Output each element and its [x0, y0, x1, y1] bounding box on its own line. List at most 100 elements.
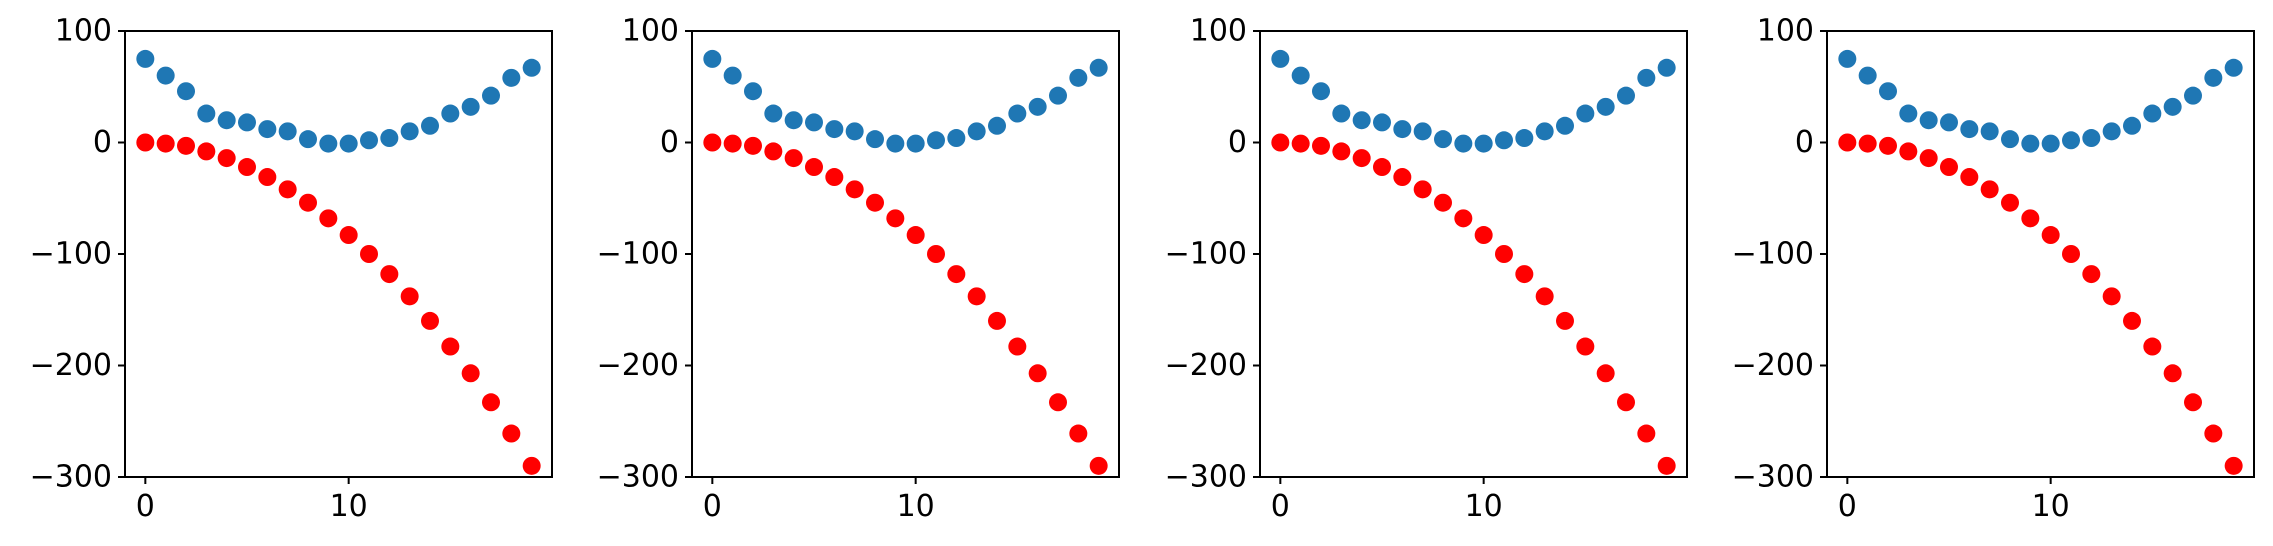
data-point	[1495, 245, 1513, 263]
data-point	[1960, 120, 1979, 139]
data-point	[197, 104, 216, 123]
data-point	[1879, 136, 1897, 155]
data-point	[1657, 58, 1676, 77]
data-point	[1352, 111, 1371, 130]
data-point	[886, 134, 905, 153]
data-point	[703, 133, 722, 152]
data-point	[1838, 49, 1857, 68]
chart-panel-3: 100 0 −100 −200 −300 0 10	[1165, 14, 1688, 524]
data-point	[1291, 66, 1310, 85]
data-point	[441, 104, 460, 123]
data-point	[906, 226, 925, 245]
y-tick-label: −100	[597, 237, 679, 272]
x-tick-label: 10	[2032, 489, 2070, 524]
data-point	[238, 113, 256, 132]
data-point	[947, 265, 966, 284]
data-point	[1434, 130, 1452, 149]
data-point	[1373, 113, 1391, 132]
data-point	[2001, 130, 2019, 149]
data-point	[1393, 120, 1412, 139]
series-2	[1271, 133, 1676, 475]
data-point	[156, 66, 175, 85]
data-point	[2184, 86, 2202, 105]
y-tick-label: −200	[1732, 348, 1814, 383]
y-tick-label: 100	[622, 14, 679, 49]
data-point	[1434, 193, 1452, 212]
data-point	[723, 134, 742, 153]
data-point	[299, 193, 317, 212]
data-point	[2163, 97, 2182, 116]
data-point	[380, 129, 399, 148]
data-point	[1556, 311, 1574, 330]
data-point	[502, 68, 521, 87]
data-point	[784, 111, 803, 130]
series-1	[136, 49, 541, 153]
chart-panel-2: 100 0 −100 −200 −300 0 10	[597, 14, 1120, 524]
data-point	[703, 49, 722, 68]
data-point	[258, 168, 277, 187]
data-point	[1008, 337, 1027, 356]
data-point	[1393, 168, 1412, 187]
data-point	[1332, 142, 1351, 161]
data-point	[2082, 265, 2101, 284]
y-tick-label: −100	[30, 237, 112, 272]
data-point	[1049, 86, 1067, 105]
data-point	[156, 134, 175, 153]
data-point	[744, 82, 762, 101]
data-point	[1495, 131, 1513, 150]
data-point	[2102, 287, 2121, 306]
data-point	[177, 136, 195, 155]
data-point	[1858, 66, 1877, 85]
data-point	[461, 97, 480, 116]
data-point	[2143, 337, 2162, 356]
data-point	[1960, 168, 1979, 187]
data-point	[805, 113, 823, 132]
data-point	[258, 120, 277, 139]
y-tick-label: 0	[1228, 125, 1247, 160]
y-tick-label: −300	[1165, 460, 1247, 495]
y-tick-label: −100	[1732, 237, 1814, 272]
data-point	[522, 456, 541, 475]
data-point	[1028, 97, 1047, 116]
data-point	[197, 142, 216, 161]
x-tick-label: 10	[897, 489, 935, 524]
data-point	[1596, 364, 1615, 383]
data-point	[1637, 68, 1656, 87]
data-point	[2001, 193, 2019, 212]
data-point	[1919, 111, 1938, 130]
data-point	[400, 287, 419, 306]
data-point	[866, 193, 884, 212]
data-point	[1312, 136, 1330, 155]
data-point	[845, 122, 864, 141]
data-point	[339, 134, 358, 153]
data-point	[1352, 149, 1371, 168]
y-tick-label: −300	[597, 460, 679, 495]
data-point	[1474, 134, 1493, 153]
y-tick-label: 100	[1190, 14, 1247, 49]
data-point	[2224, 456, 2243, 475]
y-tick-label: −100	[1165, 237, 1247, 272]
y-tick-label: 100	[55, 14, 112, 49]
data-point	[1332, 104, 1351, 123]
x-tick-label: 0	[1271, 489, 1290, 524]
y-tick-label: 100	[1757, 14, 1814, 49]
x-tick-label: 0	[136, 489, 155, 524]
data-point	[1637, 424, 1656, 443]
data-point	[744, 136, 762, 155]
data-point	[886, 209, 905, 228]
data-point	[2163, 364, 2182, 383]
data-point	[1271, 49, 1290, 68]
data-point	[1919, 149, 1938, 168]
data-point	[825, 120, 844, 139]
data-point	[1576, 337, 1595, 356]
series-2	[703, 133, 1108, 475]
data-point	[2123, 311, 2141, 330]
series-1	[1838, 49, 2243, 153]
data-point	[947, 129, 966, 148]
data-point	[2143, 104, 2162, 123]
data-point	[1069, 424, 1088, 443]
data-point	[278, 180, 297, 199]
data-point	[2224, 58, 2243, 77]
data-point	[825, 168, 844, 187]
data-point	[1596, 97, 1615, 116]
